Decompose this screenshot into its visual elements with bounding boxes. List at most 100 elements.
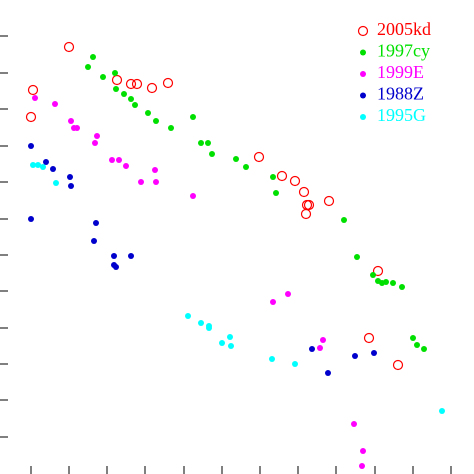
point [111,74,123,86]
point [27,84,39,96]
point [253,151,265,163]
point [131,78,143,90]
point [132,102,138,108]
point [390,280,396,286]
point [145,110,151,116]
legend-label: 2005kd [377,19,431,39]
point [325,370,331,376]
point [300,208,312,220]
legend-marker [360,114,366,120]
point [121,91,127,97]
point [273,190,279,196]
legend-marker [357,25,369,37]
point [209,151,215,157]
point [205,140,211,146]
point [289,175,301,187]
point [28,143,34,149]
point [30,162,36,168]
point [285,291,291,297]
point [352,353,358,359]
point [320,337,326,343]
point [146,82,158,94]
point [370,272,376,278]
point [206,325,212,331]
legend-marker [360,92,366,99]
legend-label: 1988Z [377,84,424,104]
point [439,408,445,414]
point [91,238,97,244]
point [351,421,357,427]
point [125,78,137,90]
point [40,164,46,170]
point [198,140,204,146]
point [138,179,144,185]
point [190,114,196,120]
point [168,125,174,131]
point [162,77,174,89]
point [228,343,234,349]
point [309,346,315,352]
point [360,448,366,454]
point [270,174,276,180]
point [354,254,360,260]
legend-marker [360,49,366,56]
legend-label: 1997cy [377,41,430,61]
point [243,164,249,170]
point [303,199,315,211]
point [90,54,96,60]
point [190,193,196,199]
point [269,356,275,362]
point [116,157,122,163]
point [109,157,115,163]
point [292,361,298,367]
point [28,216,34,222]
point [128,253,134,259]
point [410,335,416,341]
legend-label: 1995G [377,105,426,125]
point [153,179,159,185]
point [198,320,204,326]
point [50,166,56,172]
point [123,163,129,169]
point [359,463,365,469]
point [43,159,49,165]
point [421,346,427,352]
point [67,174,73,180]
point [113,86,119,92]
point [128,96,134,102]
point [113,264,119,270]
point [233,156,239,162]
point [298,186,310,198]
point [301,199,313,211]
point [53,180,59,186]
point [399,284,405,290]
point [372,265,384,277]
point [74,125,80,131]
point [317,345,323,351]
point [32,95,38,101]
point [25,111,37,123]
point [85,64,91,70]
point [63,41,75,53]
point [270,299,276,305]
point [111,253,117,259]
point [52,101,58,107]
point [414,342,420,348]
point [35,162,41,168]
point [152,167,158,173]
point [185,313,191,319]
point [92,140,98,146]
point [219,340,225,346]
point [153,118,159,124]
point [94,133,100,139]
point [276,170,288,182]
point [68,118,74,124]
point [93,220,99,226]
point [392,359,404,371]
legend-label: 1999E [377,62,424,82]
point [371,350,377,356]
point [100,74,106,80]
point [112,70,118,76]
